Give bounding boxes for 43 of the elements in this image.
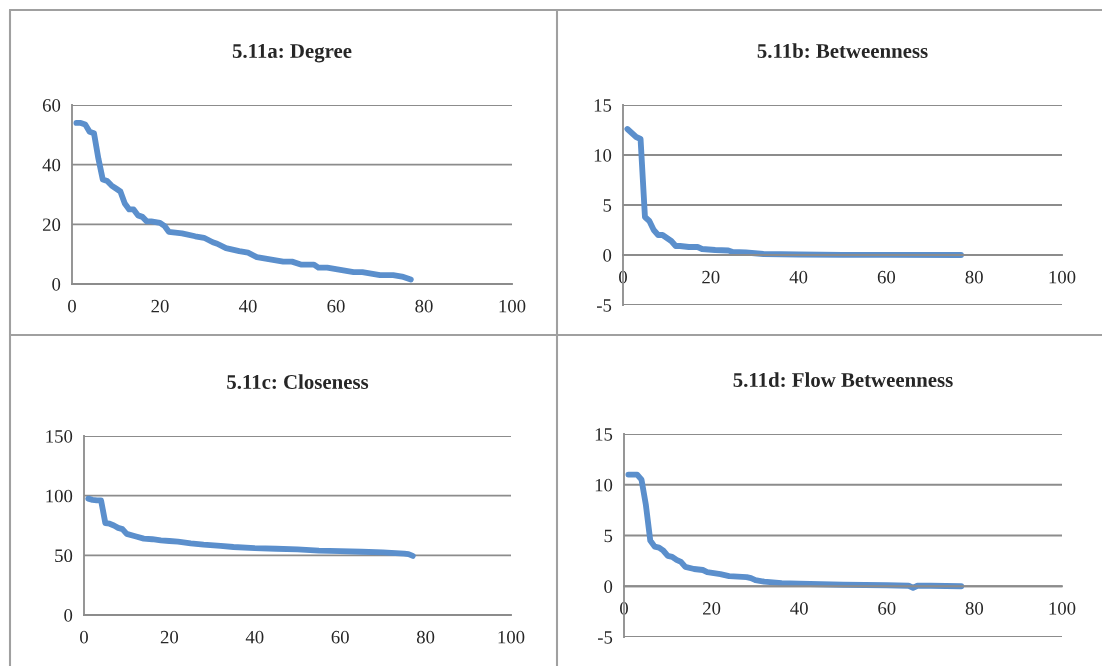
x-tick-label: 40 xyxy=(238,299,257,313)
x-tick-label: 80 xyxy=(965,602,984,615)
x-tick-label: 40 xyxy=(245,630,264,644)
chart-title: 5.11c: Closeness xyxy=(227,374,369,390)
x-tick-label: 20 xyxy=(703,602,721,615)
y-tick-label: -5 xyxy=(596,299,612,312)
chart-title: 5.11a: Degree xyxy=(232,44,352,63)
y-tick-label: -5 xyxy=(597,631,613,644)
x-tick-label: 80 xyxy=(415,299,433,313)
chart-title: 5.11d: Flow Betweenness xyxy=(733,372,953,388)
x-tick-label: 100 xyxy=(499,299,526,313)
y-tick-label: 15 xyxy=(594,99,612,112)
y-tick-label: 20 xyxy=(42,218,61,232)
x-tick-label: 0 xyxy=(619,270,627,284)
x-tick-label: 80 xyxy=(965,270,983,284)
y-tick-label: 0 xyxy=(603,249,612,262)
x-tick-label: 80 xyxy=(416,630,435,644)
y-tick-label: 50 xyxy=(55,549,73,563)
y-tick-label: 5 xyxy=(603,199,612,212)
x-tick-label: 40 xyxy=(789,270,808,284)
x-tick-label: 20 xyxy=(702,270,720,284)
x-tick-label: 60 xyxy=(331,630,349,644)
x-tick-label: 0 xyxy=(620,602,628,615)
x-tick-label: 20 xyxy=(160,630,179,644)
y-tick-label: 10 xyxy=(595,478,613,492)
x-tick-label: 100 xyxy=(498,630,525,644)
x-tick-label: 20 xyxy=(151,299,169,313)
x-tick-label: 40 xyxy=(790,602,808,615)
y-tick-label: 40 xyxy=(42,158,61,172)
x-tick-label: 60 xyxy=(878,602,896,615)
y-tick-label: 5 xyxy=(604,529,613,543)
x-tick-label: 0 xyxy=(80,630,88,644)
x-tick-label: 60 xyxy=(877,270,896,284)
y-tick-label: 150 xyxy=(46,430,73,443)
chart-title: 5.11b: Betweenness xyxy=(757,43,928,59)
y-tick-label: 10 xyxy=(594,149,612,162)
x-tick-label: 100 xyxy=(1049,602,1076,615)
x-tick-label: 100 xyxy=(1049,270,1076,284)
y-tick-label: 60 xyxy=(42,99,61,112)
x-tick-label: 60 xyxy=(327,299,345,313)
y-tick-label: 0 xyxy=(604,580,613,593)
y-tick-label: 15 xyxy=(595,428,613,441)
y-tick-label: 100 xyxy=(46,489,73,503)
